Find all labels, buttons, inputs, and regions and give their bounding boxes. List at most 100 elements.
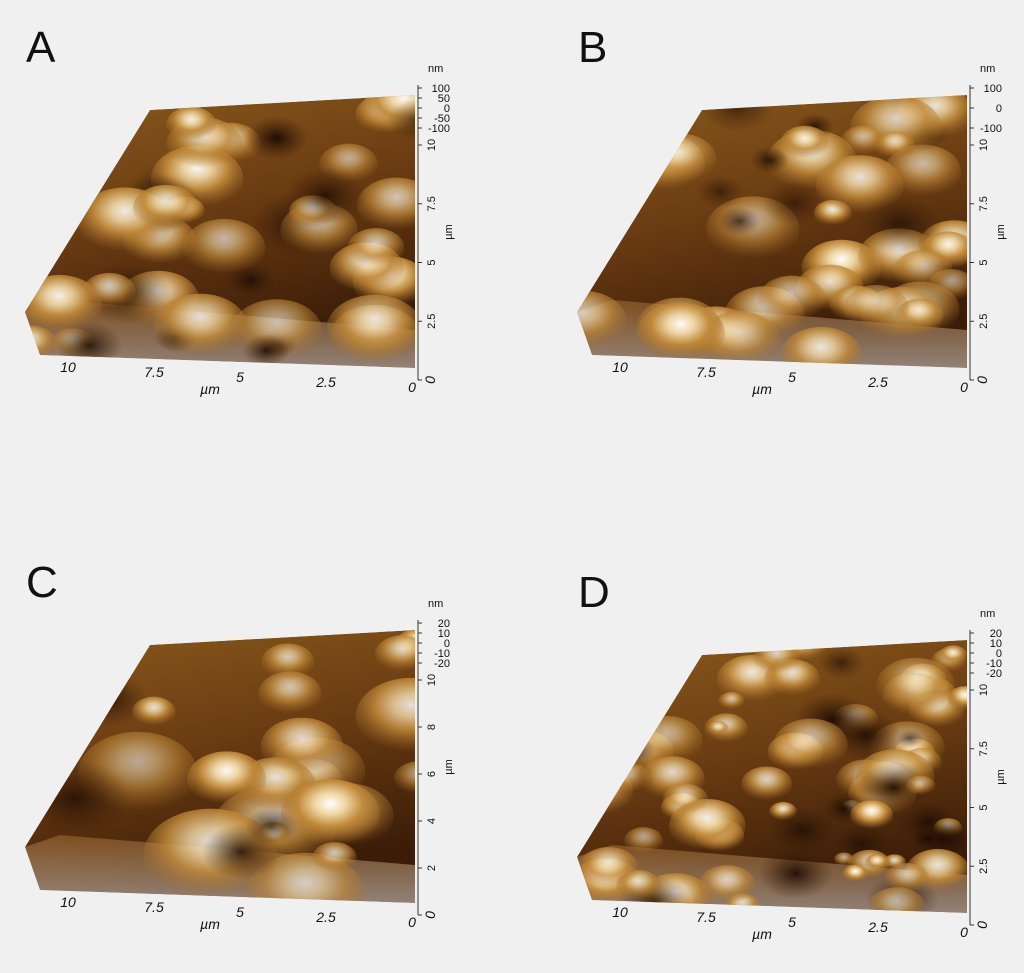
z-tick-label: -50 xyxy=(434,113,450,125)
surface xyxy=(577,95,967,368)
bump xyxy=(864,854,890,872)
z-tick-label: 50 xyxy=(438,93,450,105)
z-tick-label: 100 xyxy=(984,83,1002,95)
surface xyxy=(577,640,967,913)
bump xyxy=(868,887,926,913)
bump xyxy=(577,137,659,202)
bump xyxy=(624,827,664,855)
bump xyxy=(245,852,366,903)
surface xyxy=(25,95,415,368)
bump xyxy=(758,846,834,900)
bump xyxy=(840,125,885,157)
z-tick-label: 20 xyxy=(438,618,450,630)
bump xyxy=(579,744,612,768)
pit xyxy=(780,125,829,160)
pit xyxy=(280,779,380,849)
pit xyxy=(817,646,865,680)
y-unit: µm xyxy=(443,224,455,240)
z-tick-label: 0 xyxy=(444,103,450,115)
y-tick-label: 5 xyxy=(978,804,990,810)
bump xyxy=(577,688,614,722)
bump xyxy=(718,692,745,711)
bump xyxy=(355,677,415,756)
z-tick-label: -20 xyxy=(434,658,450,670)
bump xyxy=(603,663,625,680)
pit xyxy=(598,131,661,176)
bump xyxy=(893,249,953,292)
pit xyxy=(258,671,322,716)
bump xyxy=(312,842,357,874)
x-tick-label: 7.5 xyxy=(144,364,164,380)
z-tick-label: -10 xyxy=(434,648,450,660)
x-tick-label: 10 xyxy=(60,894,76,910)
y-unit: µm xyxy=(443,759,455,775)
bump xyxy=(773,718,848,771)
pit xyxy=(37,191,83,224)
y-unit: µm xyxy=(995,769,1007,785)
bump xyxy=(643,133,717,185)
z-tick-label: 0 xyxy=(996,648,1002,660)
x-unit: µm xyxy=(752,926,772,942)
panel-label: C xyxy=(26,558,58,607)
bump xyxy=(577,683,614,724)
bump xyxy=(70,102,123,140)
bump xyxy=(31,697,70,725)
bump xyxy=(842,864,869,884)
x-tick-label: 0 xyxy=(960,924,968,940)
z-tick-label: -20 xyxy=(986,668,1002,680)
z-unit: nm xyxy=(980,63,995,75)
bump xyxy=(166,106,217,142)
z-tick-label: 10 xyxy=(990,638,1002,650)
y-tick-label: 10 xyxy=(978,139,990,151)
bump xyxy=(244,116,309,161)
bump xyxy=(646,643,676,664)
y-tick-label: 2.5 xyxy=(426,314,438,329)
panel-label: B xyxy=(578,23,607,72)
y-tick-label: 4 xyxy=(426,818,438,824)
bump xyxy=(326,294,415,362)
y-tick-label: 10 xyxy=(978,684,990,696)
bump xyxy=(947,686,967,712)
panel-label: A xyxy=(26,23,56,72)
bump xyxy=(718,206,761,236)
bump xyxy=(607,689,650,719)
y-tick-label: 2 xyxy=(426,865,438,871)
z-tick-label: -10 xyxy=(986,658,1002,670)
x-unit: µm xyxy=(200,916,220,932)
x-tick-label: 10 xyxy=(612,359,628,375)
bump xyxy=(780,327,863,368)
pit xyxy=(357,177,415,233)
bump xyxy=(833,852,854,867)
bump xyxy=(132,696,176,727)
bump xyxy=(875,131,916,160)
z-unit: nm xyxy=(428,598,443,610)
y-tick-label: 8 xyxy=(426,724,438,730)
pit xyxy=(896,729,924,749)
bump xyxy=(577,640,616,678)
z-tick-label: 0 xyxy=(444,638,450,650)
y-tick-label: 7.5 xyxy=(978,741,990,756)
bump xyxy=(393,761,415,796)
bump xyxy=(698,95,776,133)
y-tick-label: 6 xyxy=(426,771,438,777)
x-tick-label: 2.5 xyxy=(867,919,888,935)
bump xyxy=(186,751,267,807)
bump xyxy=(153,293,248,360)
y-tick-label: 0 xyxy=(422,376,438,384)
pit xyxy=(25,759,131,838)
pit xyxy=(767,805,838,855)
bump xyxy=(182,218,266,277)
bump xyxy=(706,721,729,737)
z-tick-label: 0 xyxy=(996,103,1002,115)
x-tick-label: 7.5 xyxy=(144,899,164,915)
z-tick-label: 20 xyxy=(990,628,1002,640)
y-unit: µm xyxy=(995,224,1007,240)
pit xyxy=(884,862,930,895)
pit xyxy=(612,660,657,692)
bump xyxy=(758,275,826,323)
x-tick-label: 0 xyxy=(408,914,416,930)
y-tick-label: 2.5 xyxy=(978,314,990,329)
